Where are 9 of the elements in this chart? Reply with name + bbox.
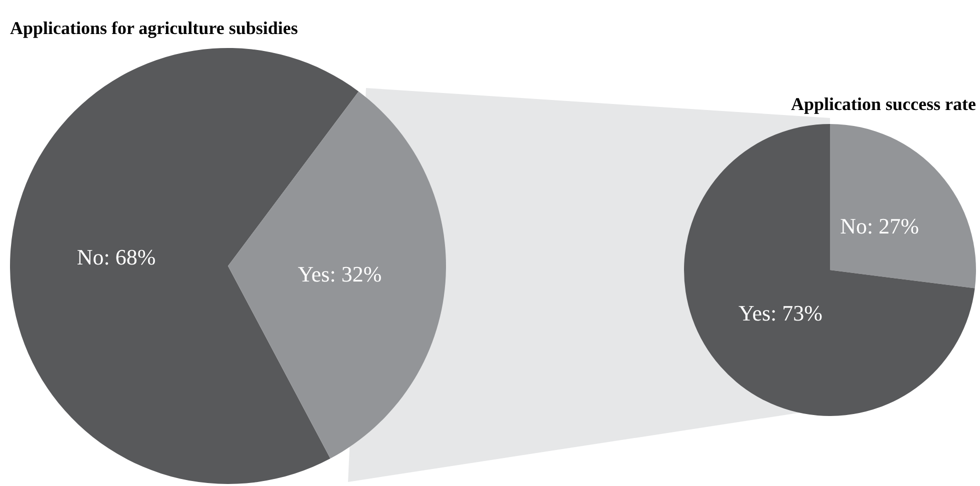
slice-label: Yes: 32% <box>298 262 382 287</box>
chart-title: Application success rate <box>791 94 976 114</box>
slice-label: No: 27% <box>840 213 919 238</box>
slice-label: No: 68% <box>76 244 156 270</box>
chart-title: Applications for agriculture subsidies <box>10 18 298 38</box>
pie-slice <box>228 91 446 458</box>
pie-slice <box>830 124 976 288</box>
slice-label: Yes: 73% <box>738 300 822 326</box>
pie-slice <box>684 124 975 416</box>
